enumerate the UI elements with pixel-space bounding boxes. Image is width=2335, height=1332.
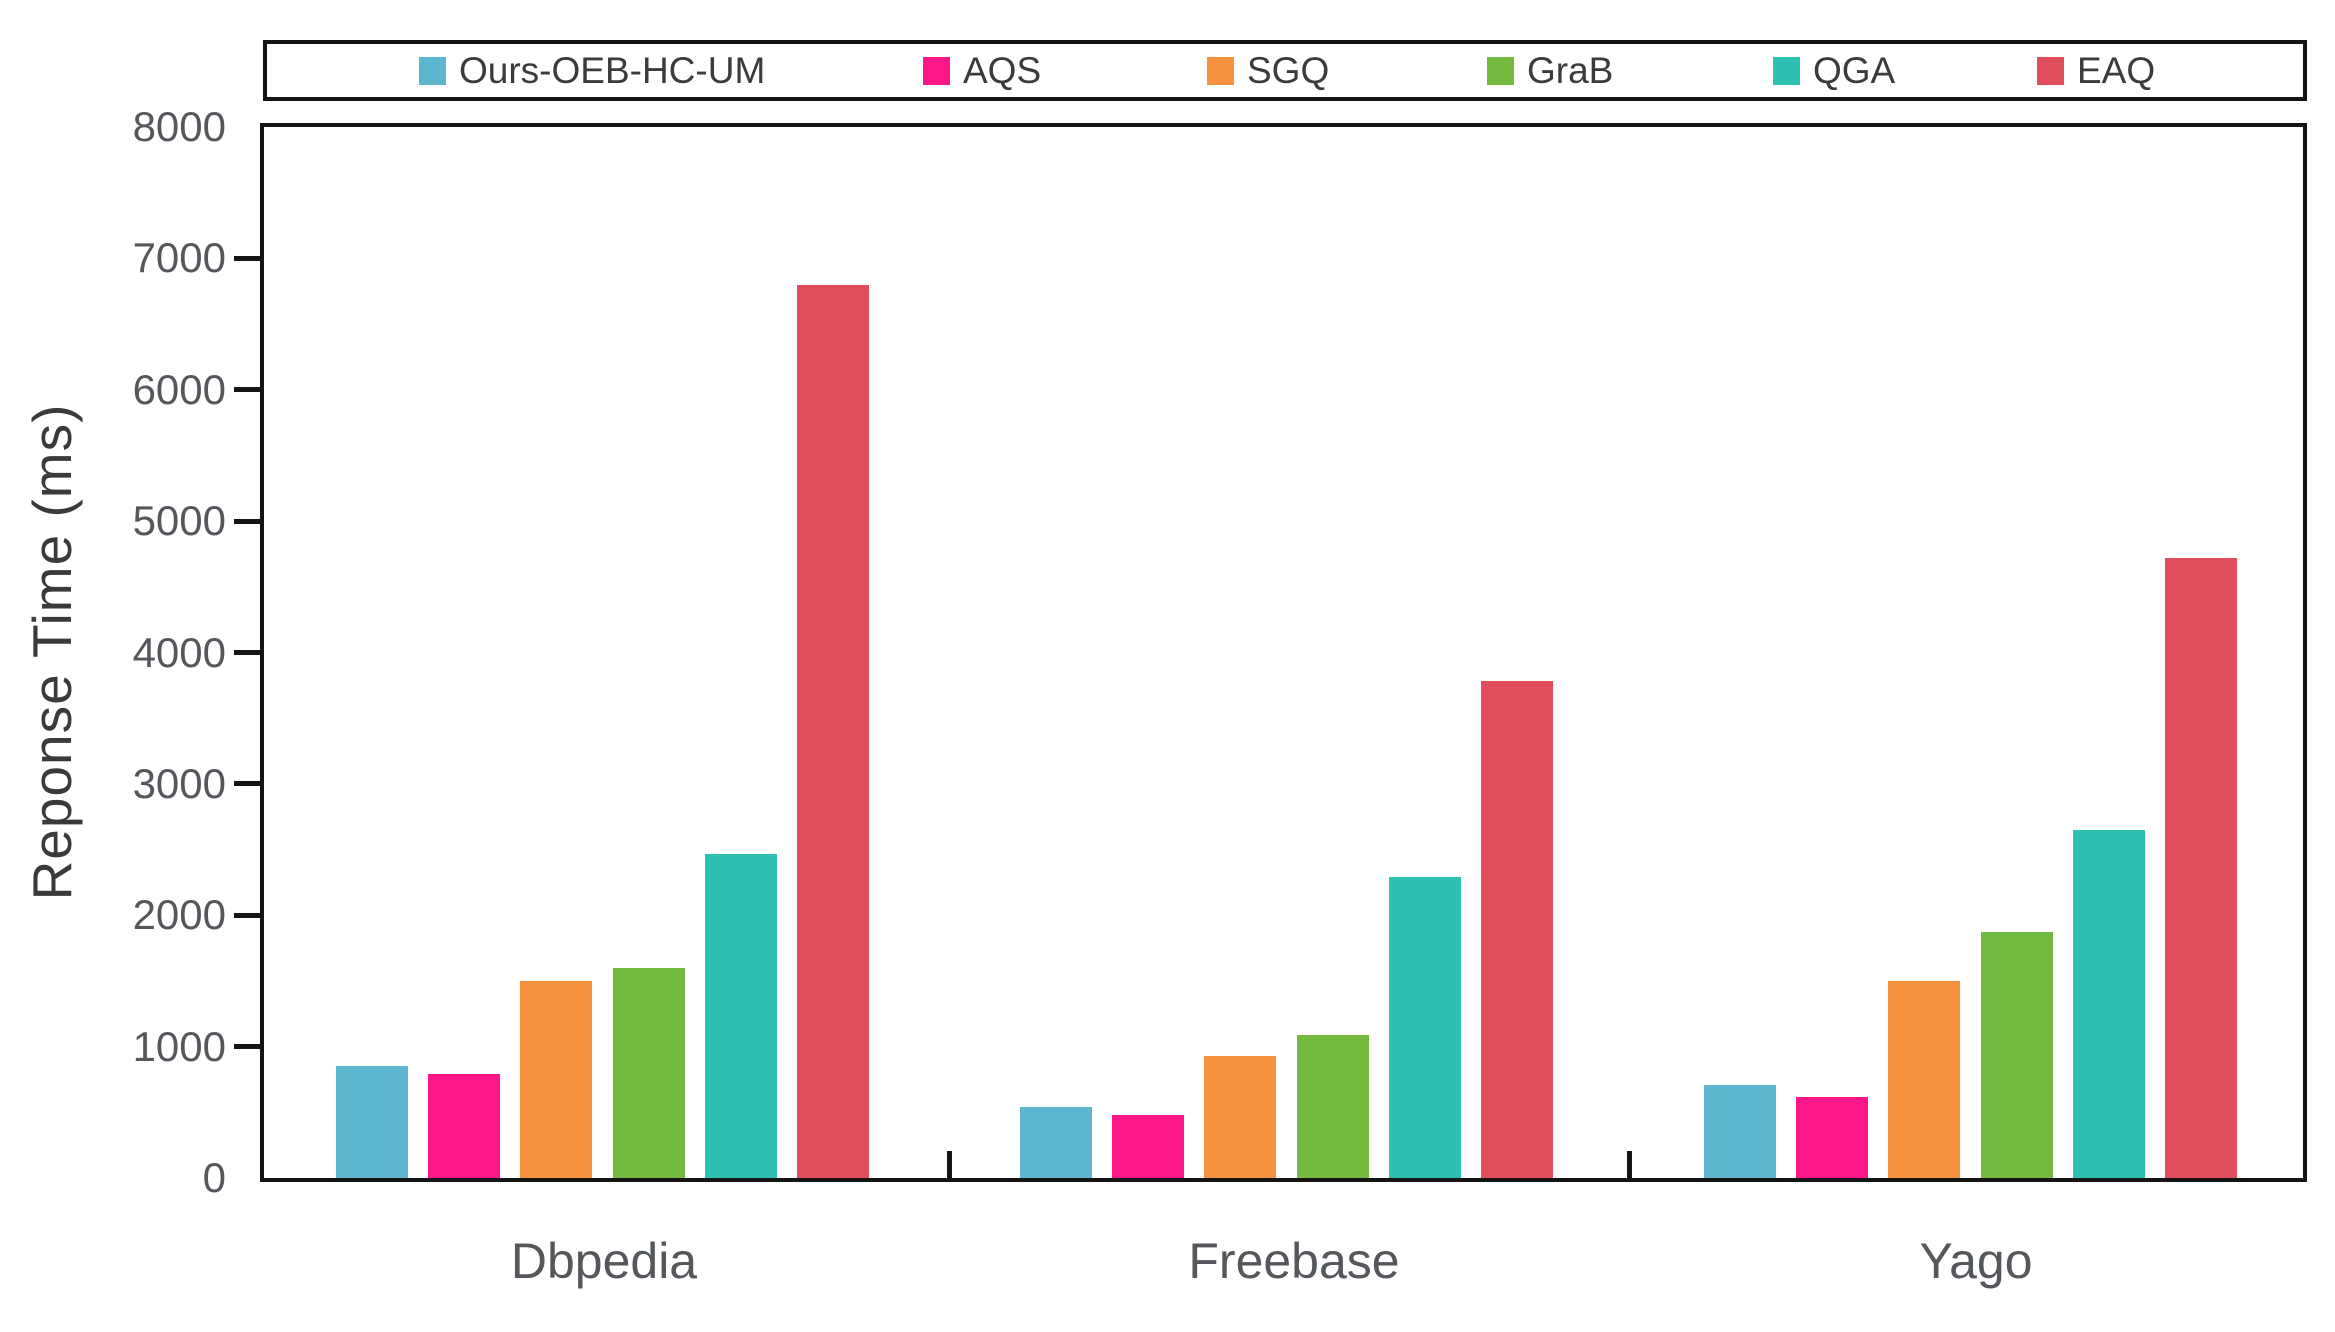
- y-tick-mark-1000: [234, 1044, 260, 1050]
- legend-swatch-qga: [1773, 56, 1800, 85]
- x-category-label-dbpedia: Dbpedia: [510, 1233, 698, 1289]
- bar-aqs-yago: [1796, 1096, 1869, 1178]
- bar-grab-yago: [1980, 932, 2053, 1178]
- legend-swatch-aqs: [923, 56, 950, 85]
- bar-aqs-freebase: [1112, 1114, 1185, 1178]
- y-tick-mark-5000: [234, 518, 260, 524]
- legend-label-sgq: SGQ: [1247, 50, 1330, 91]
- legend-swatch-sgq: [1207, 56, 1234, 85]
- bar-qga-yago: [2072, 829, 2145, 1178]
- legend-label-eaq: EAQ: [2077, 50, 2156, 91]
- y-tick-mark-6000: [234, 387, 260, 393]
- bar-ours-oeb-hc-um-yago: [1704, 1084, 1776, 1178]
- legend-item-sgq: SGQ: [1207, 44, 1329, 97]
- bar-ours-oeb-hc-um-freebase: [1020, 1107, 1092, 1178]
- legend-item-ours-oeb-hc-um: Ours-OEB-HC-UM: [419, 44, 765, 97]
- y-tick-mark-3000: [234, 781, 260, 787]
- legend-item-aqs: AQS: [923, 44, 1041, 97]
- y-tick-label-6000: 6000: [132, 365, 226, 413]
- x-category-label-yago: Yago: [1919, 1233, 2033, 1289]
- y-tick-label-7000: 7000: [132, 234, 226, 282]
- legend-label-grab: GraB: [1527, 50, 1614, 91]
- bar-grab-freebase: [1296, 1034, 1369, 1178]
- y-tick-label-2000: 2000: [132, 891, 226, 939]
- legend-swatch-ours-oeb-hc-um: [419, 56, 446, 85]
- legend-label-qga: QGA: [1813, 50, 1896, 91]
- bar-aqs-dbpedia: [428, 1074, 501, 1178]
- legend-label-aqs: AQS: [963, 50, 1042, 91]
- legend-swatch-eaq: [2037, 56, 2064, 85]
- y-tick-mark-4000: [234, 650, 260, 655]
- y-tick-label-1000: 1000: [132, 1022, 226, 1070]
- legend-swatch-grab: [1487, 56, 1514, 85]
- y-tick-label-4000: 4000: [132, 628, 226, 676]
- bar-qga-freebase: [1388, 877, 1461, 1178]
- bar-ours-oeb-hc-um-dbpedia: [336, 1066, 408, 1178]
- bar-grab-dbpedia: [612, 967, 685, 1178]
- chart-legend: Ours-OEB-HC-UM AQS SGQ GraB QGA EAQ: [263, 40, 2307, 101]
- legend-item-eaq: EAQ: [2037, 44, 2155, 97]
- bar-sgq-freebase: [1204, 1055, 1277, 1178]
- y-axis-title: Reponse Time (ms): [21, 403, 83, 901]
- plot-area: [260, 123, 2307, 1182]
- x-axis-tick-1: [1627, 1151, 1632, 1178]
- bar-sgq-yago: [1888, 980, 1961, 1178]
- legend-item-grab: GraB: [1487, 44, 1613, 97]
- bar-eaq-dbpedia: [797, 284, 869, 1178]
- bar-qga-dbpedia: [704, 853, 777, 1178]
- legend-label-ours-oeb-hc-um: Ours-OEB-HC-UM: [459, 50, 766, 91]
- bar-eaq-yago: [2165, 557, 2237, 1178]
- x-axis-tick-0: [947, 1151, 952, 1178]
- y-tick-label-3000: 3000: [132, 759, 226, 807]
- y-tick-label-5000: 5000: [132, 497, 226, 545]
- bar-eaq-freebase: [1481, 681, 1553, 1178]
- bar-sgq-dbpedia: [520, 980, 593, 1178]
- y-tick-mark-7000: [234, 255, 260, 261]
- y-tick-mark-2000: [234, 912, 260, 918]
- y-tick-label-8000: 8000: [132, 103, 226, 150]
- y-tick-label-0: 0: [202, 1154, 226, 1201]
- legend-item-qga: QGA: [1773, 44, 1895, 97]
- x-category-label-freebase: Freebase: [1188, 1233, 1400, 1289]
